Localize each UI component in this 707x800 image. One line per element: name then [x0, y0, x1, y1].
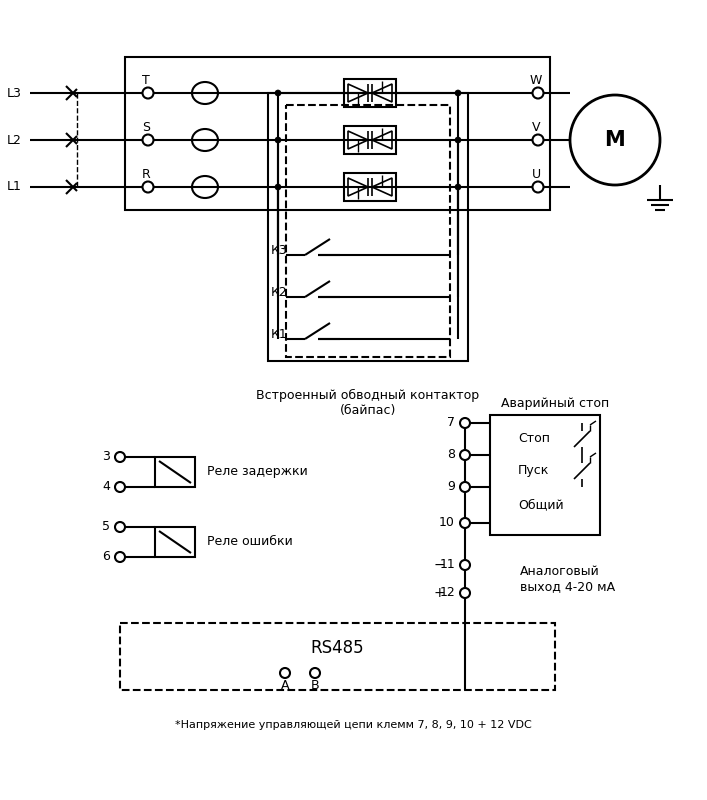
- Text: L2: L2: [7, 134, 22, 146]
- Text: Стоп: Стоп: [518, 433, 550, 446]
- Circle shape: [532, 182, 544, 193]
- Circle shape: [280, 668, 290, 678]
- Bar: [155, 457, 195, 487]
- Circle shape: [275, 184, 281, 190]
- Text: 4: 4: [102, 481, 110, 494]
- Text: 5: 5: [102, 521, 110, 534]
- Text: Пуск: Пуск: [518, 465, 549, 478]
- Circle shape: [143, 87, 153, 98]
- Text: −: −: [433, 558, 445, 572]
- Circle shape: [455, 184, 461, 190]
- Text: S: S: [142, 121, 150, 134]
- Text: Реле ошибки: Реле ошибки: [207, 535, 293, 549]
- Circle shape: [460, 418, 470, 428]
- Circle shape: [532, 87, 544, 98]
- Bar: [268, 93, 468, 361]
- Circle shape: [115, 482, 125, 492]
- Text: Аварийный стоп: Аварийный стоп: [501, 397, 609, 410]
- Bar: [125, 57, 550, 210]
- Text: К3: К3: [271, 243, 288, 257]
- Text: Реле задержки: Реле задержки: [207, 466, 308, 478]
- Bar: [155, 527, 195, 557]
- Circle shape: [460, 482, 470, 492]
- Text: 9: 9: [447, 481, 455, 494]
- Text: L3: L3: [7, 86, 22, 99]
- Bar: [286, 105, 450, 357]
- Circle shape: [310, 668, 320, 678]
- Text: 6: 6: [102, 550, 110, 563]
- Bar: [344, 126, 396, 154]
- Text: К2: К2: [271, 286, 288, 298]
- Text: V: V: [532, 121, 540, 134]
- Circle shape: [460, 518, 470, 528]
- Circle shape: [275, 137, 281, 143]
- Text: B: B: [310, 679, 320, 693]
- Text: 12: 12: [439, 586, 455, 599]
- Text: 7: 7: [447, 417, 455, 430]
- Text: *Напряжение управляющей цепи клемм 7, 8, 9, 10 + 12 VDC: *Напряжение управляющей цепи клемм 7, 8,…: [175, 720, 532, 730]
- Circle shape: [460, 450, 470, 460]
- Text: 10: 10: [439, 517, 455, 530]
- Bar: [490, 415, 600, 535]
- Circle shape: [143, 182, 153, 193]
- Text: L1: L1: [7, 181, 22, 194]
- Text: M: M: [604, 130, 626, 150]
- Circle shape: [460, 588, 470, 598]
- Text: T: T: [142, 74, 150, 86]
- Text: 11: 11: [439, 558, 455, 571]
- Circle shape: [275, 90, 281, 96]
- Circle shape: [115, 452, 125, 462]
- Text: +: +: [433, 586, 445, 600]
- Text: Общий: Общий: [518, 498, 563, 511]
- Text: Встроенный обводный контактор
(байпас): Встроенный обводный контактор (байпас): [257, 389, 479, 417]
- Bar: [120, 623, 555, 690]
- Text: R: R: [141, 167, 151, 181]
- Circle shape: [532, 134, 544, 146]
- Text: W: W: [530, 74, 542, 86]
- Text: 3: 3: [102, 450, 110, 463]
- Text: Аналоговый
выход 4-20 мА: Аналоговый выход 4-20 мА: [520, 565, 615, 593]
- Text: К1: К1: [271, 327, 288, 341]
- Bar: [344, 173, 396, 201]
- Text: RS485: RS485: [310, 639, 364, 657]
- Text: U: U: [532, 167, 541, 181]
- Circle shape: [115, 552, 125, 562]
- Text: 8: 8: [447, 449, 455, 462]
- Circle shape: [115, 522, 125, 532]
- Circle shape: [460, 560, 470, 570]
- Bar: [344, 79, 396, 107]
- Circle shape: [455, 137, 461, 143]
- Text: A: A: [281, 679, 289, 693]
- Circle shape: [143, 134, 153, 146]
- Circle shape: [455, 90, 461, 96]
